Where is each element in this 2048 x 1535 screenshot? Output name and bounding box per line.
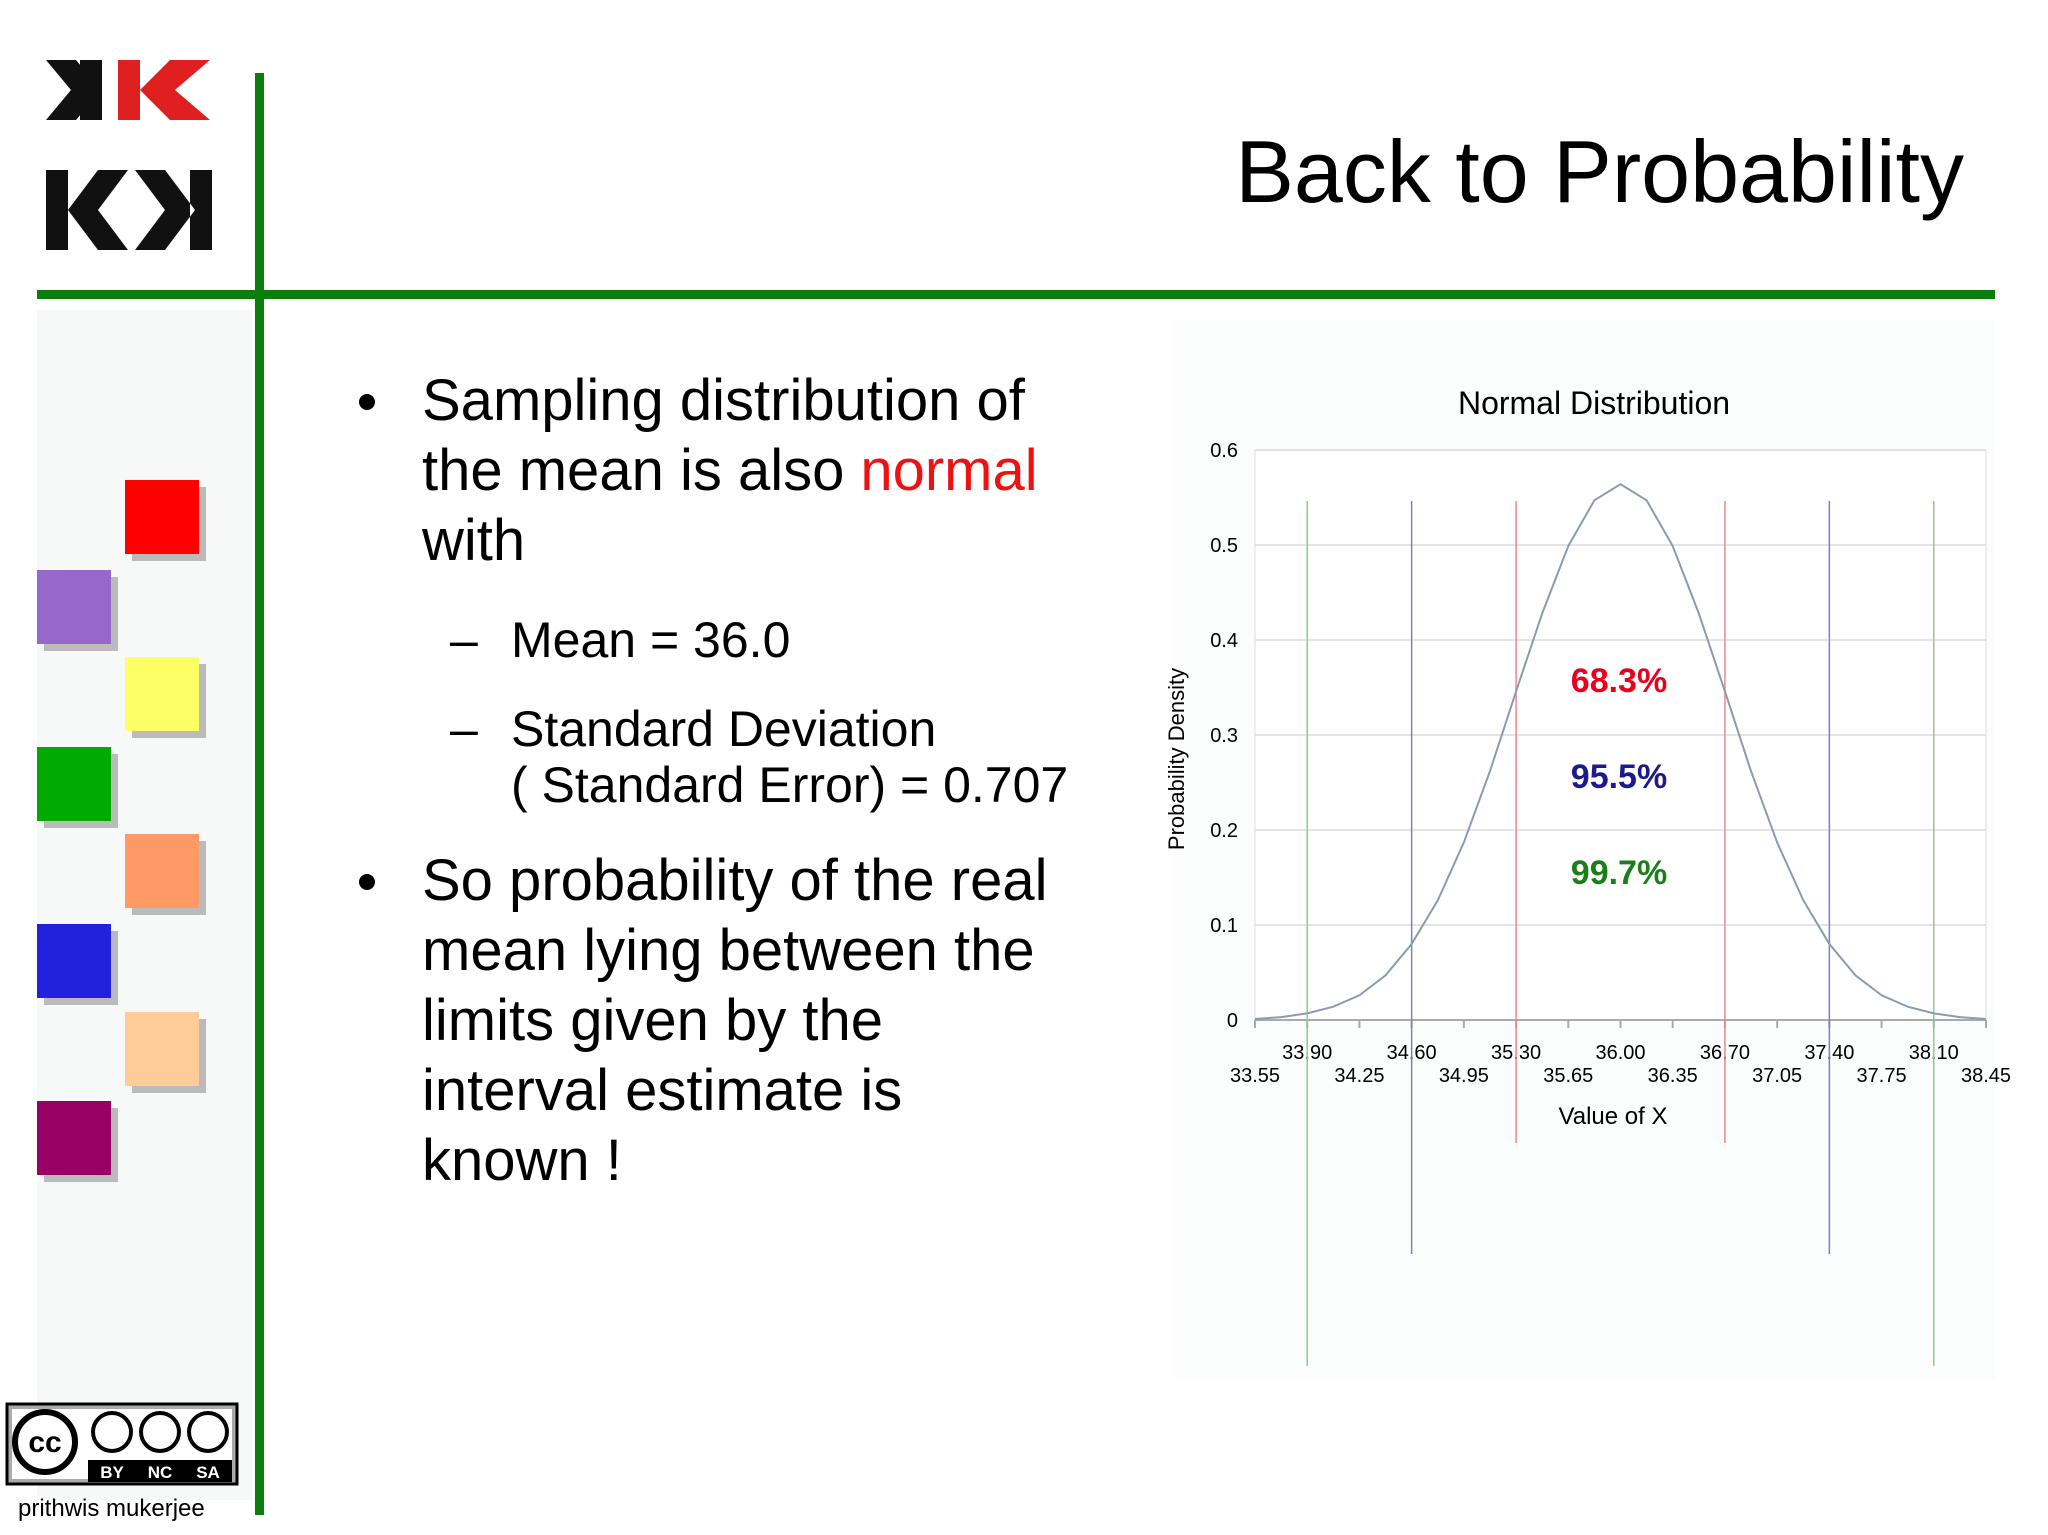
slide-title: Back to Probability <box>1235 122 1964 221</box>
x-tick-label: 36.35 <box>1648 1065 1698 1087</box>
square <box>37 747 111 821</box>
bullet-text: mean lying between the <box>422 918 1035 983</box>
license-term: SA <box>196 1463 220 1482</box>
x-tick-label: 36.00 <box>1595 1042 1645 1064</box>
y-tick-label: 0.5 <box>1210 535 1238 557</box>
square <box>37 1101 111 1175</box>
x-tick-label: 37.75 <box>1857 1065 1907 1087</box>
annotation: 68.3% <box>1571 662 1667 700</box>
logo <box>46 60 212 250</box>
x-tick-label: 34.95 <box>1439 1065 1489 1087</box>
y-tick-label: 0.3 <box>1210 725 1238 747</box>
decor-squares <box>37 480 206 1182</box>
bullet-text: So probability of the real <box>422 848 1047 913</box>
x-tick-label: 33.55 <box>1230 1065 1280 1087</box>
cc-text: cc <box>28 1426 61 1459</box>
bullet-dot <box>359 874 375 890</box>
square <box>125 480 199 554</box>
bullet-text: the mean is also normal <box>422 438 1038 503</box>
x-tick-label: 38.45 <box>1961 1065 2011 1087</box>
annotation: 95.5% <box>1571 758 1667 796</box>
highlight-text: normal <box>860 438 1037 503</box>
x-tick-label: 37.05 <box>1752 1065 1802 1087</box>
square <box>125 834 199 908</box>
y-tick-label: 0.4 <box>1210 630 1238 652</box>
square <box>125 657 199 731</box>
bullet-dot <box>359 394 375 410</box>
sub-bullet-text: Standard Deviation <box>511 701 936 757</box>
x-tick-label: 35.65 <box>1543 1065 1593 1087</box>
bullet-text: known ! <box>422 1128 622 1193</box>
y-tick-label: 0.2 <box>1210 820 1238 842</box>
sub-bullet-text: ( Standard Error) = 0.707 <box>511 757 1068 813</box>
square <box>125 1012 199 1086</box>
bullet-text: interval estimate is <box>422 1058 902 1123</box>
license-badge: cc BY NC SA <box>5 1402 239 1486</box>
bullet-text: limits given by the <box>422 988 883 1053</box>
x-axis-label: Value of X <box>1559 1103 1668 1130</box>
divider-horizontal <box>37 290 1995 299</box>
y-tick-label: 0.1 <box>1210 915 1238 937</box>
sub-dash: – <box>450 612 478 668</box>
sub-bullet-text: Mean = 36.0 <box>511 612 790 668</box>
y-tick-label: 0.6 <box>1210 440 1238 462</box>
square <box>37 570 111 644</box>
divider-vertical <box>255 73 264 1515</box>
chart: Normal Distribution 0 0.1 0.2 0.3 0.4 0.5 0.6 33… <box>1164 385 2011 1366</box>
density-curve <box>1254 483 1987 1020</box>
author: prithwis mukerjee <box>18 1495 205 1522</box>
annotation: 99.7% <box>1571 854 1667 892</box>
chart-title: Normal Distribution <box>1458 385 1730 421</box>
sub-dash: – <box>450 701 478 757</box>
square <box>37 924 111 998</box>
x-tick-label: 34.25 <box>1334 1065 1384 1087</box>
license-term: NC <box>148 1463 173 1482</box>
y-tick-label: 0 <box>1227 1010 1238 1032</box>
y-axis-label: Probability Density <box>1164 668 1189 850</box>
bullet-text: with <box>421 508 525 573</box>
license-term: BY <box>100 1463 124 1482</box>
bullet-text: Sampling distribution of <box>422 368 1026 433</box>
